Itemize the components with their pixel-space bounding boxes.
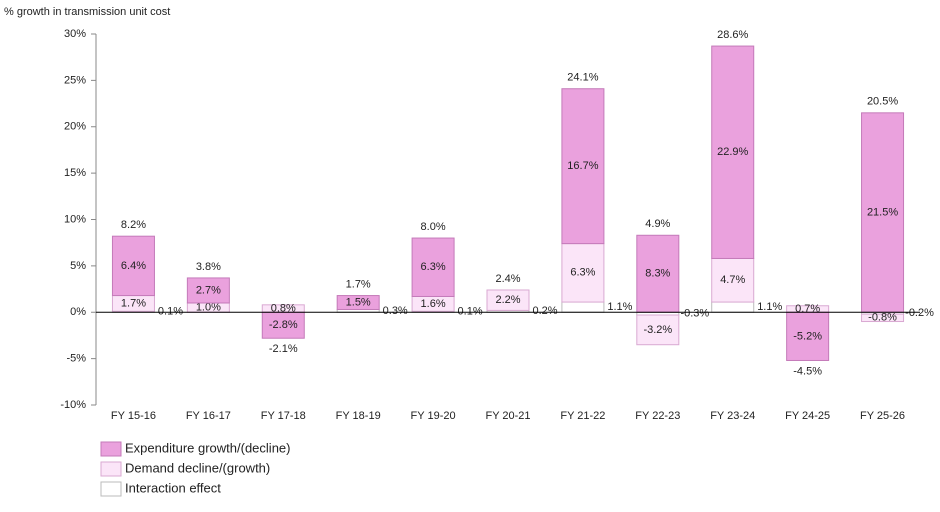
y-tick-label: 15% (64, 167, 86, 179)
bar-segment (111, 235, 155, 297)
total-label: 1.7% (346, 278, 371, 290)
x-tick-label: FY 20-21 (485, 410, 530, 422)
data-label: 2.7% (196, 284, 221, 296)
bar-segment (711, 45, 755, 259)
x-tick-label: FY 22-23 (635, 410, 680, 422)
total-label: 3.8% (196, 261, 221, 273)
bar-segment (861, 313, 905, 323)
data-label: 21.5% (867, 206, 898, 218)
y-tick-label: 5% (70, 260, 86, 272)
data-label: 1.0% (196, 302, 221, 314)
legend-label: Interaction effect (125, 480, 221, 495)
bar-segment (711, 257, 755, 303)
total-label: 2.4% (495, 273, 520, 285)
bar-segment (336, 295, 380, 310)
data-label: 0.1% (158, 306, 183, 318)
data-label: 0.3% (383, 305, 408, 317)
data-label: -0.3% (680, 308, 709, 320)
data-label: 0.8% (271, 302, 296, 314)
bar-segment (636, 234, 680, 313)
legend-swatch (100, 461, 122, 477)
y-tick-label: 20% (64, 121, 86, 133)
data-label: 1.6% (421, 298, 446, 310)
x-tick-label: FY 25-26 (860, 410, 905, 422)
data-label: 16.7% (567, 160, 598, 172)
y-tick-label: 25% (64, 74, 86, 86)
data-label: 22.9% (717, 146, 748, 158)
x-tick-label: FY 23-24 (710, 410, 755, 422)
data-label: 8.3% (645, 268, 670, 280)
x-tick-label: FY 19-20 (411, 410, 456, 422)
data-label: 6.3% (570, 267, 595, 279)
y-tick-label: -10% (60, 399, 86, 411)
legend-label: Demand decline/(growth) (125, 460, 270, 475)
total-label: 28.6% (717, 29, 748, 41)
data-label: 0.1% (458, 306, 483, 318)
x-tick-label: FY 21-22 (560, 410, 605, 422)
axis-title: % growth in transmission unit cost (4, 6, 170, 18)
y-tick-label: 0% (70, 306, 86, 318)
bar-segment (861, 112, 905, 313)
bar-segment (186, 277, 230, 304)
data-label: -0.8% (868, 312, 897, 324)
data-label: -0.2% (905, 307, 934, 319)
data-label: 1.5% (346, 296, 371, 308)
x-tick-label: FY 24-25 (785, 410, 830, 422)
total-label: 20.5% (867, 96, 898, 108)
total-label: 8.0% (421, 221, 446, 233)
data-label: -3.2% (643, 324, 672, 336)
x-tick-label: FY 15-16 (111, 410, 156, 422)
data-label: 6.4% (121, 260, 146, 272)
bar-segment (711, 301, 755, 313)
bar-segment (486, 289, 530, 311)
legend-swatch (100, 481, 122, 497)
bar-segment (411, 237, 455, 297)
data-label: 4.7% (720, 274, 745, 286)
legend-label: Expenditure growth/(decline) (125, 440, 290, 455)
data-label: 1.1% (757, 301, 782, 313)
total-label: 8.2% (121, 219, 146, 231)
y-tick-label: 10% (64, 213, 86, 225)
total-label: 4.9% (645, 218, 670, 230)
data-label: -2.8% (269, 319, 298, 331)
bar-segment (561, 243, 605, 303)
x-tick-label: FY 17-18 (261, 410, 306, 422)
bar-segment (636, 314, 680, 346)
data-label: 1.7% (121, 297, 146, 309)
y-tick-label: -5% (66, 353, 86, 365)
data-label: 6.3% (421, 261, 446, 273)
bar-segment (261, 311, 305, 339)
total-label: 24.1% (567, 72, 598, 84)
legend-swatch (100, 441, 122, 457)
bar-segment (561, 88, 605, 245)
data-label: -5.2% (793, 330, 822, 342)
data-label: 1.1% (607, 301, 632, 313)
data-label: 0.2% (532, 305, 557, 317)
x-tick-label: FY 16-17 (186, 410, 231, 422)
total-label: -2.1% (269, 343, 298, 355)
data-label: 2.2% (495, 294, 520, 306)
total-label: -4.5% (793, 365, 822, 377)
y-tick-label: 30% (64, 28, 86, 40)
x-tick-label: FY 18-19 (336, 410, 381, 422)
bar-segment (561, 301, 605, 313)
